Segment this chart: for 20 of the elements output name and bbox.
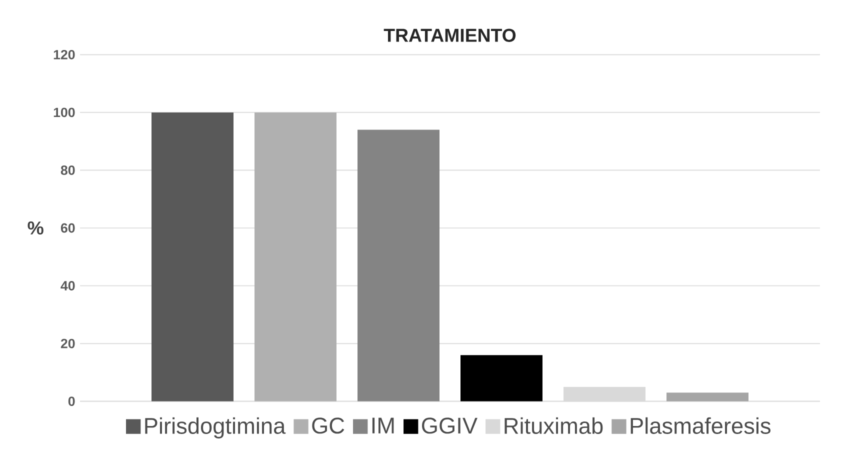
y-tick-label: 40 [60, 281, 75, 290]
y-tick-label: 20 [60, 338, 75, 348]
y-tick-label: 80 [60, 166, 75, 175]
legend-label: Plasmaferesis [630, 417, 770, 434]
y-tick-label: 100 [54, 108, 75, 118]
legend-label: Pirisdogtimina [145, 417, 286, 438]
legend-label: GGIV [422, 418, 478, 434]
legend-label: GC [312, 418, 344, 434]
y-tick-label: 0 [68, 396, 75, 406]
legend-label: IM [372, 418, 394, 434]
bar [152, 112, 234, 402]
bar [460, 355, 542, 402]
legend-label: Rituximab [504, 417, 603, 434]
bar [254, 112, 336, 402]
chart-title: TRATAMIENTO [384, 28, 516, 42]
bar [666, 392, 748, 402]
y-tick-label: 120 [54, 50, 75, 60]
y-axis-title: % [28, 221, 44, 235]
bar [358, 130, 440, 402]
y-tick-label: 60 [60, 223, 75, 233]
